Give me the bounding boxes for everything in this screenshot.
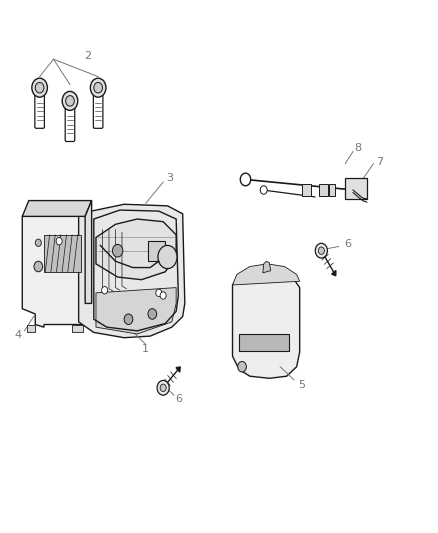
Polygon shape [27,325,35,333]
Text: 2: 2 [84,51,91,61]
Circle shape [155,289,162,296]
Circle shape [56,238,62,245]
Text: 6: 6 [343,239,350,249]
Polygon shape [331,270,335,276]
Polygon shape [232,264,299,285]
Text: 7: 7 [375,157,382,167]
Circle shape [124,314,133,325]
Circle shape [157,381,169,395]
Circle shape [90,78,106,97]
Circle shape [112,244,123,257]
Circle shape [65,95,74,106]
Circle shape [314,243,327,258]
Circle shape [34,261,42,272]
Text: 6: 6 [174,394,181,405]
Text: 4: 4 [14,330,21,340]
Bar [328,184,335,196]
FancyBboxPatch shape [65,104,74,141]
Polygon shape [96,288,176,334]
Circle shape [160,292,166,299]
Polygon shape [176,367,180,372]
Text: 5: 5 [298,380,305,390]
Circle shape [318,247,324,254]
Polygon shape [96,219,176,280]
Circle shape [101,287,107,294]
Text: 8: 8 [354,143,361,153]
Circle shape [32,78,47,97]
Circle shape [94,83,102,93]
Text: 3: 3 [166,173,173,183]
Polygon shape [232,271,299,378]
FancyBboxPatch shape [35,91,44,128]
Polygon shape [22,200,92,216]
Circle shape [148,309,156,319]
Circle shape [240,173,250,186]
Circle shape [237,361,246,372]
Bar [148,241,165,261]
Circle shape [260,186,267,194]
Text: 1: 1 [142,344,149,354]
Bar [344,178,366,199]
Circle shape [35,83,44,93]
Circle shape [35,239,41,246]
Polygon shape [78,204,184,338]
Circle shape [160,384,166,392]
Polygon shape [22,211,87,327]
Bar [301,184,310,196]
Polygon shape [72,325,83,333]
Bar [318,184,327,196]
Polygon shape [85,200,92,303]
Circle shape [62,91,78,110]
FancyBboxPatch shape [93,91,102,128]
Circle shape [158,245,177,269]
Polygon shape [44,235,81,272]
Polygon shape [262,261,270,273]
Bar [238,334,288,351]
